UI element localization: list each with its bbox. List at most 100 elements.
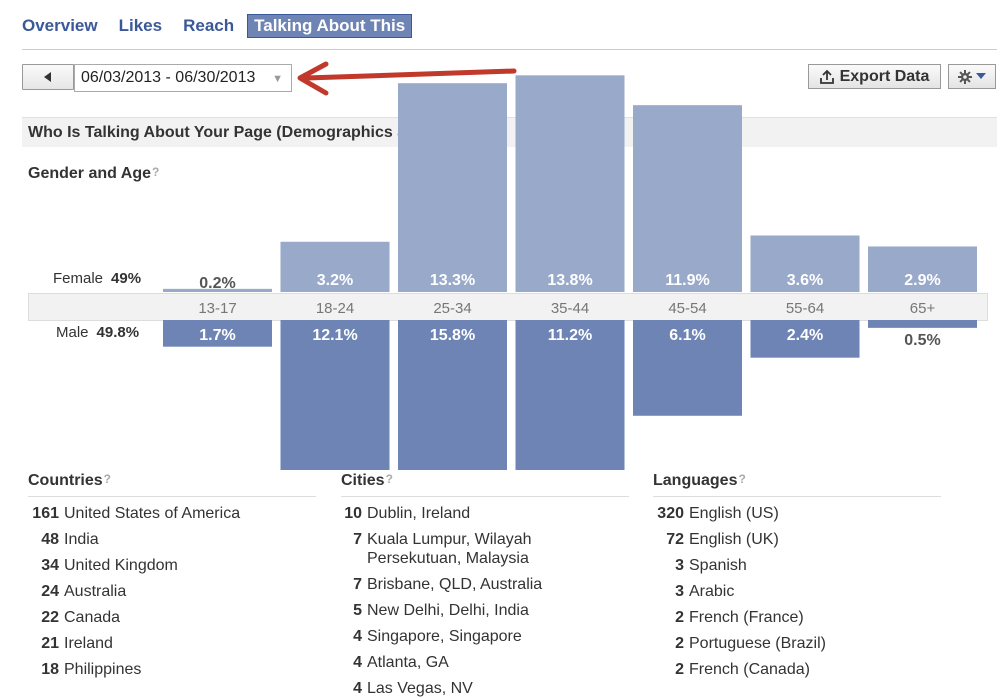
list-item-count: 320 xyxy=(657,505,684,522)
list-item-count: 7 xyxy=(353,576,362,593)
male-bar xyxy=(750,320,860,358)
settings-menu-button[interactable] xyxy=(948,64,996,89)
annotation-arrow xyxy=(297,61,517,96)
female-bar xyxy=(280,241,390,292)
male-value-label: 1.7% xyxy=(199,327,235,344)
list-item-count: 34 xyxy=(41,557,59,574)
cities-column: Cities? 10 Dublin, Ireland 7 Kuala Lumpur, … xyxy=(341,472,629,698)
list-item-label: India xyxy=(64,531,99,548)
male-value-label: 0.5% xyxy=(904,332,940,349)
male-value-label: 15.8% xyxy=(430,327,475,344)
list-item-label: United Kingdom xyxy=(64,557,178,574)
female-value-label: 2.9% xyxy=(904,272,940,289)
female-value-label: 13.8% xyxy=(547,272,592,289)
female-bar xyxy=(633,105,742,292)
list-item: 7 Kuala Lumpur, Wilayah Persekutuan, Mala… xyxy=(341,530,629,568)
male-total: 49.8% xyxy=(96,324,140,341)
male-bar xyxy=(515,320,625,470)
male-legend: Male 49.8% xyxy=(56,324,139,341)
age-tick-label: 45-54 xyxy=(668,300,706,317)
list-item-label: English (UK) xyxy=(689,531,779,548)
age-tick-label: 65+ xyxy=(910,300,936,317)
female-value-label: 3.2% xyxy=(317,272,353,289)
list-item: 34 United Kingdom xyxy=(28,556,316,575)
section-title: Who Is Talking About Your Page (Demograp… xyxy=(22,117,997,147)
left-arrow-icon xyxy=(44,72,51,82)
list-item-label: Singapore, Singapore xyxy=(367,628,522,645)
list-item-count: 161 xyxy=(32,505,59,522)
list-item-label: Canada xyxy=(64,609,121,626)
tab-likes[interactable]: Likes xyxy=(118,16,163,35)
female-legend: Female 49% xyxy=(53,270,141,287)
dropdown-caret-icon: ▼ xyxy=(272,73,283,85)
list-item-count: 4 xyxy=(353,654,362,671)
age-tick-label: 35-44 xyxy=(551,300,589,317)
female-bar xyxy=(515,75,625,292)
list-item-label: Dublin, Ireland xyxy=(367,505,471,522)
list-item: 2 Portuguese (Brazil) xyxy=(653,634,941,653)
list-item-count: 24 xyxy=(41,583,59,600)
countries-heading: Countries? xyxy=(28,472,316,497)
list-item-count: 18 xyxy=(41,661,59,678)
list-item-count: 4 xyxy=(353,628,362,645)
female-bar xyxy=(398,83,507,292)
male-value-label: 6.1% xyxy=(669,327,705,344)
tab-reach[interactable]: Reach xyxy=(183,16,235,35)
list-item: 7 Brisbane, QLD, Australia xyxy=(341,575,629,594)
list-item: 320 English (US) xyxy=(653,504,941,523)
list-item-count: 10 xyxy=(344,505,362,522)
list-item-label: Las Vegas, NV xyxy=(367,680,473,697)
female-value-label: 11.9% xyxy=(665,272,709,289)
list-item: 4 Atlanta, GA xyxy=(341,653,629,672)
help-icon[interactable]: ? xyxy=(385,472,393,486)
male-label: Male xyxy=(56,324,89,341)
list-item-count: 48 xyxy=(41,531,59,548)
list-item: 18 Philippines xyxy=(28,660,316,679)
help-icon[interactable]: ? xyxy=(151,165,160,179)
list-item: 4 Singapore, Singapore xyxy=(341,627,629,646)
gear-icon xyxy=(958,69,972,84)
list-item: 3 Arabic xyxy=(653,582,941,601)
age-tick-label: 13-17 xyxy=(198,300,236,317)
list-item: 2 French (Canada) xyxy=(653,660,941,679)
date-range-select[interactable]: 06/03/2013 - 06/30/2013 ▼ xyxy=(74,64,292,92)
male-bar xyxy=(163,320,272,347)
help-icon[interactable]: ? xyxy=(738,472,746,486)
list-item: 2 French (France) xyxy=(653,608,941,627)
countries-title: Countries xyxy=(28,472,103,489)
countries-list: 161 United States of America 48 India 34 Unit… xyxy=(28,504,316,679)
tab-overview[interactable]: Overview xyxy=(22,16,98,35)
previous-range-button[interactable] xyxy=(22,64,74,90)
list-item-count: 72 xyxy=(666,531,684,548)
list-item-count: 3 xyxy=(675,583,684,600)
tab-divider xyxy=(22,49,997,50)
list-item: 72 English (UK) xyxy=(653,530,941,549)
help-icon[interactable]: ? xyxy=(103,472,112,486)
list-item: 24 Australia xyxy=(28,582,316,601)
list-item-label: Brisbane, QLD, Australia xyxy=(367,576,543,593)
languages-column: Languages? 320 English (US) 72 English (UK)… xyxy=(653,472,941,679)
male-value-label: 11.2% xyxy=(548,327,592,344)
list-item: 161 United States of America xyxy=(28,504,316,523)
female-value-label: 3.6% xyxy=(787,272,823,289)
female-value-label: 0.2% xyxy=(199,275,235,292)
list-item-label: Australia xyxy=(64,583,127,600)
export-data-button[interactable]: Export Data xyxy=(808,64,941,89)
list-item-label: Philippines xyxy=(64,661,142,678)
male-bar xyxy=(398,320,507,470)
export-icon xyxy=(819,69,834,84)
age-tick-label: 18-24 xyxy=(316,300,354,317)
list-item-count: 2 xyxy=(675,635,684,652)
tab-talking-about-this[interactable]: Talking About This xyxy=(247,14,413,38)
countries-column: Countries? 161 United States of America 48… xyxy=(28,472,316,679)
female-label: Female xyxy=(53,270,104,287)
age-tick-label: 25-34 xyxy=(433,300,471,317)
male-bar xyxy=(868,320,977,328)
list-item-count: 2 xyxy=(675,661,684,678)
list-item-count: 4 xyxy=(353,680,362,697)
list-item-label: Portuguese (Brazil) xyxy=(689,635,826,652)
list-item-label: United States of America xyxy=(64,505,241,522)
list-item-label: French (Canada) xyxy=(689,661,810,678)
female-bar xyxy=(868,246,977,292)
list-item-count: 22 xyxy=(41,609,59,626)
